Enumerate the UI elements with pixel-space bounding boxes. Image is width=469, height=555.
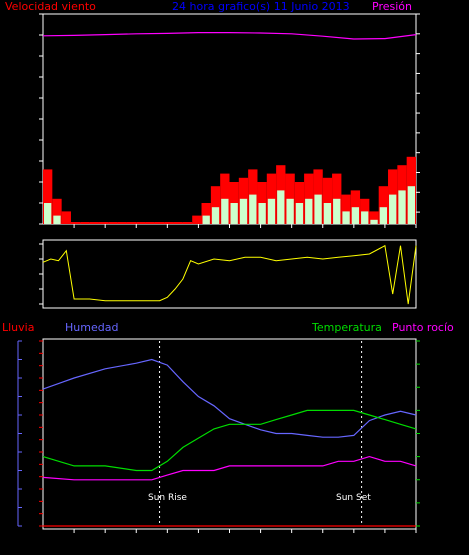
gust-bar <box>202 215 210 224</box>
gust-bar <box>267 198 276 224</box>
chart-title: 24 hora grafico(s) 11 Junio 2013 <box>172 0 350 13</box>
dewpoint-label: Punto rocío <box>392 321 454 334</box>
dewpoint-line <box>42 455 417 481</box>
gust-bar <box>407 186 415 224</box>
humidity-label: Humedad <box>65 321 118 334</box>
wind-plot <box>39 13 420 228</box>
gust-bar <box>277 190 285 224</box>
gust-bar <box>305 198 313 224</box>
gust-bar <box>398 190 406 224</box>
humidity-line <box>42 358 417 438</box>
wind-bar <box>192 215 202 224</box>
gust-bar <box>351 207 360 224</box>
direction-plot <box>39 243 417 305</box>
gust-bar <box>230 203 238 224</box>
pressure-label: Presión <box>372 0 412 13</box>
wind-bar <box>52 198 62 224</box>
wind-bar <box>341 194 351 224</box>
rain-label: Lluvia <box>2 321 34 334</box>
pressure-line <box>42 32 417 40</box>
direction-panel-frame <box>42 239 417 309</box>
gust-bar <box>361 211 369 224</box>
wind-speed-label: Velocidad viento <box>5 0 96 13</box>
gust-bar <box>342 211 350 224</box>
wind-bar <box>43 169 53 224</box>
sunrise-label: Sun Rise <box>148 493 187 503</box>
gust-bar <box>314 194 322 224</box>
gust-bar <box>239 198 248 224</box>
gust-bar <box>221 198 229 224</box>
gust-bar <box>295 203 304 224</box>
gust-bar <box>323 203 332 224</box>
direction-line <box>42 244 417 305</box>
wind-bar <box>378 186 389 224</box>
gust-bar <box>389 194 397 224</box>
sunset-label: Sun Set <box>336 493 371 503</box>
gust-bar <box>286 198 294 224</box>
temperature-label: Temperatura <box>311 321 382 334</box>
temperature-line <box>42 409 417 472</box>
wind-bar <box>322 177 333 224</box>
gust-bar <box>44 203 52 224</box>
gust-bar <box>53 215 61 224</box>
wind-bar <box>210 186 221 224</box>
gust-bar <box>249 194 257 224</box>
gust-bar <box>379 207 388 224</box>
wind-bar <box>61 211 71 224</box>
gust-bar <box>333 198 341 224</box>
gust-bar <box>211 207 220 224</box>
wind-bar <box>369 211 379 224</box>
wind-bar <box>201 203 211 224</box>
gust-bar <box>370 219 378 224</box>
gust-bar <box>258 203 266 224</box>
climate-plot <box>17 340 420 533</box>
